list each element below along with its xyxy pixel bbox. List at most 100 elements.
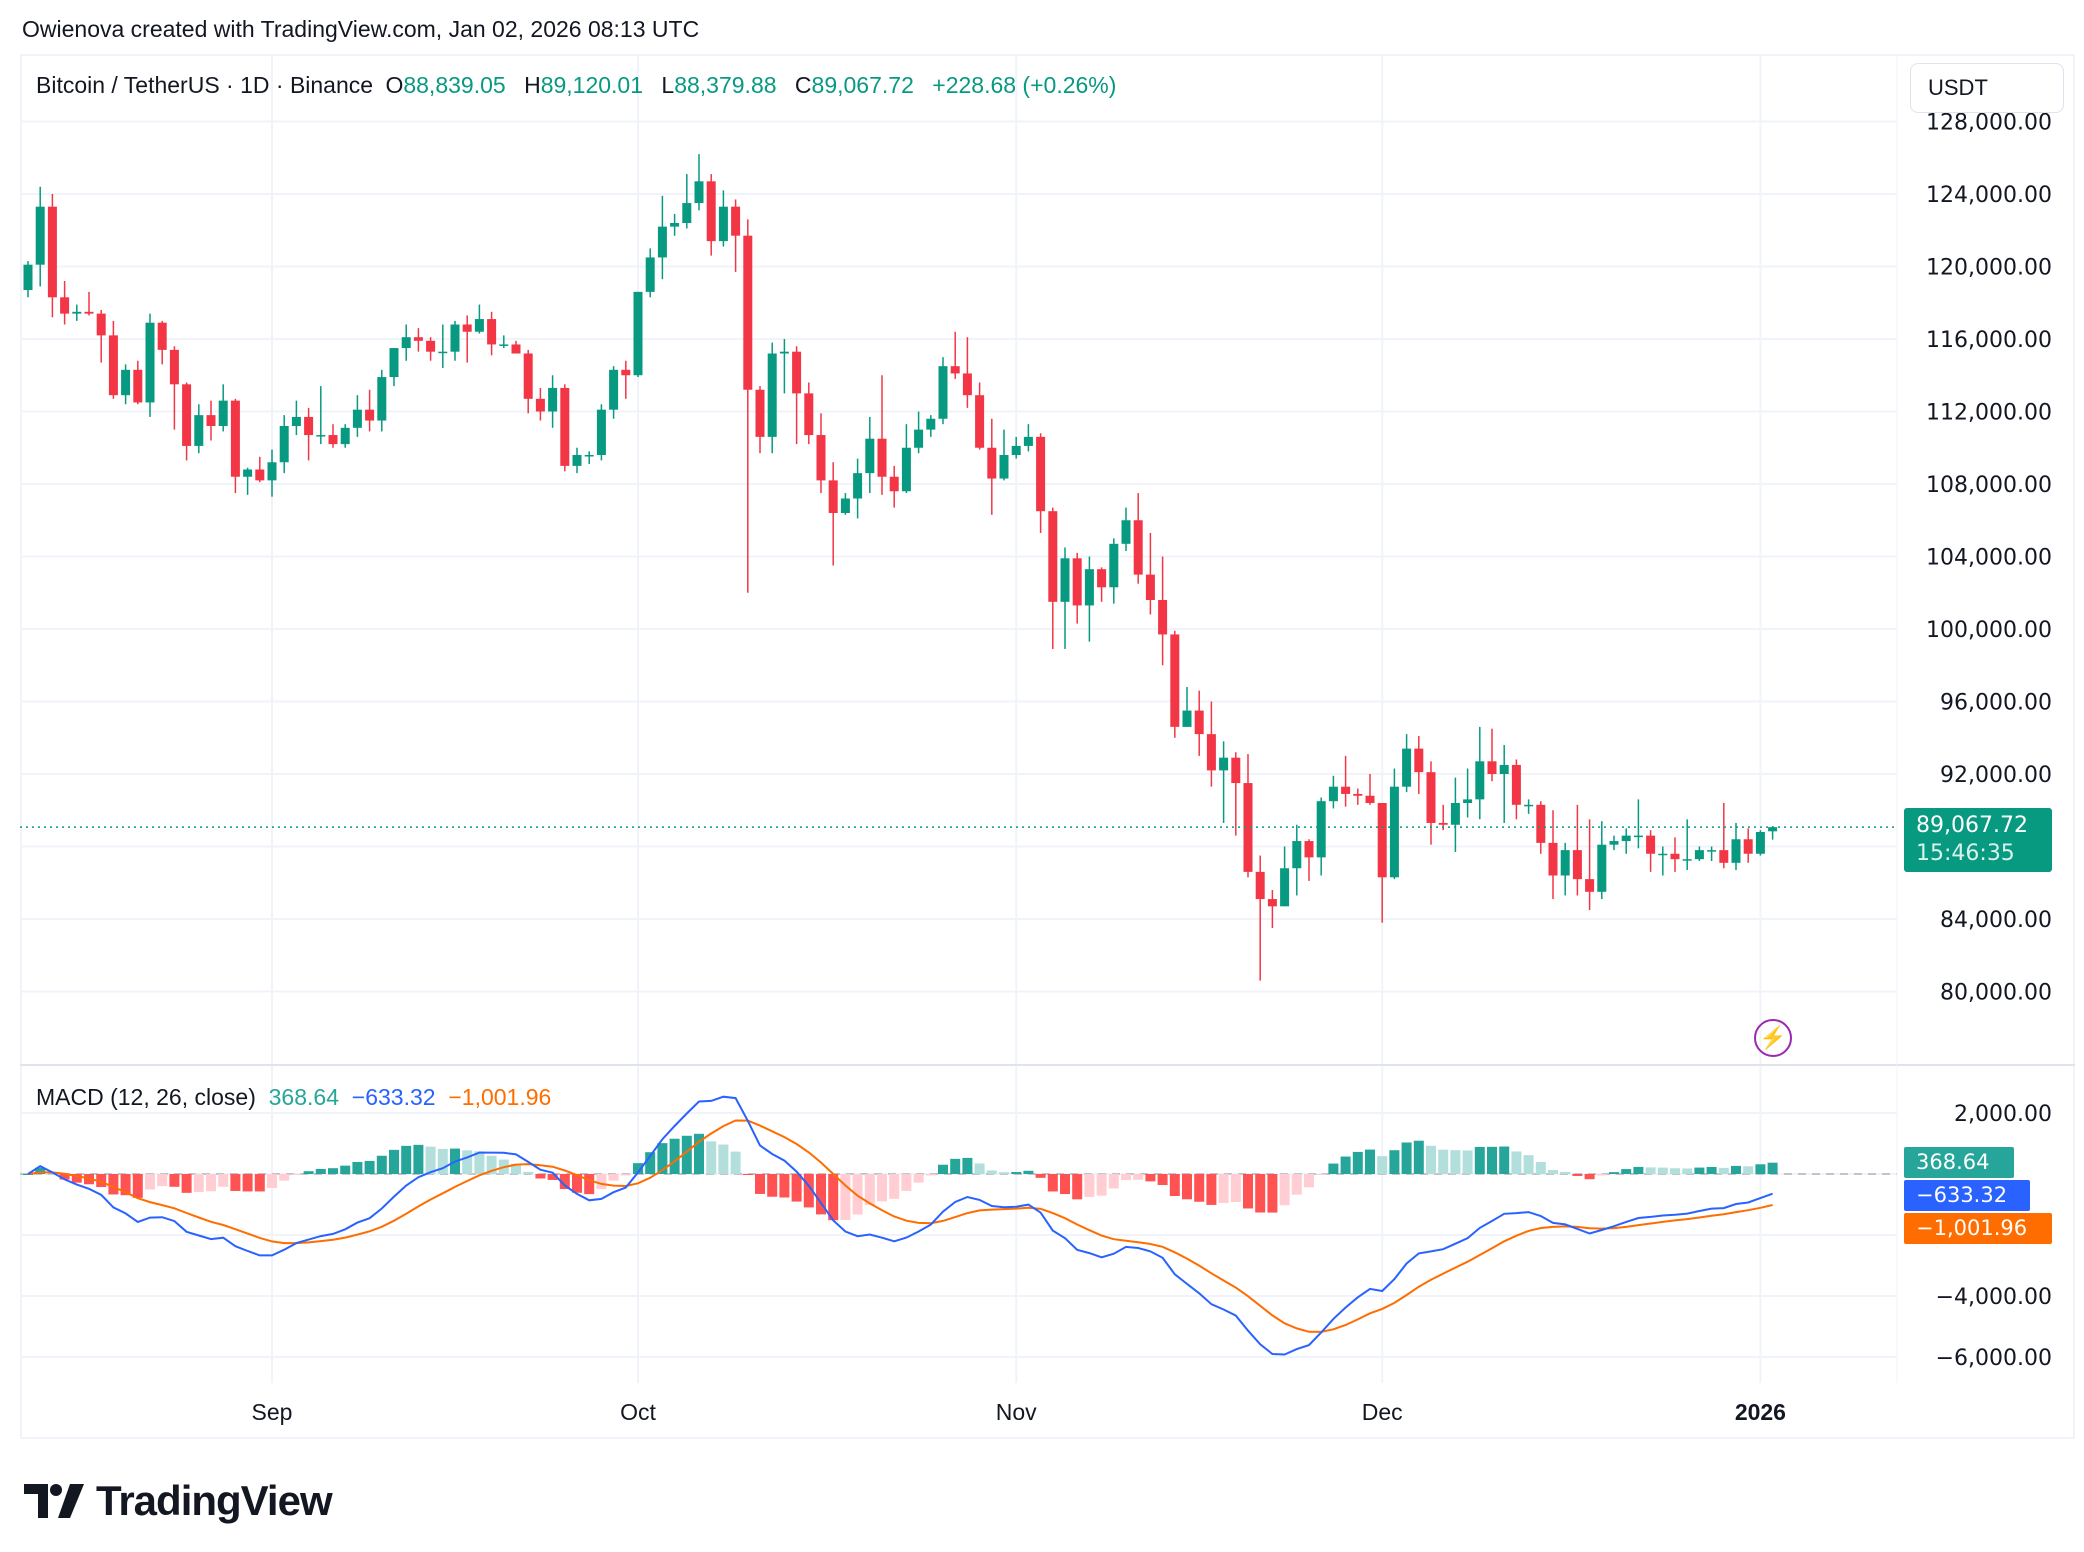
candle-body [1072, 558, 1082, 606]
macd-histogram-bar [132, 1174, 143, 1198]
candle [1377, 803, 1387, 923]
candle [255, 456, 265, 483]
candle [60, 281, 70, 325]
candle [1707, 846, 1717, 861]
candle [804, 382, 814, 445]
candle [926, 415, 936, 437]
grid [20, 54, 1897, 1383]
macd-histogram-bar [1670, 1168, 1680, 1174]
candle [169, 346, 179, 430]
macd-histogram-bar [279, 1174, 290, 1181]
macd-hist-axis-label: 368.64 [1904, 1147, 2014, 1178]
macd-histogram-bar [1572, 1174, 1583, 1176]
candle-body [413, 337, 423, 341]
candle-body [511, 344, 521, 354]
candle [1084, 556, 1094, 642]
macd-histogram-bar [1182, 1174, 1192, 1200]
candle-body [1475, 761, 1485, 800]
candle [572, 447, 582, 474]
macd-histogram-bar [1438, 1149, 1449, 1174]
macd-histogram-bar [1218, 1174, 1229, 1204]
candle [1353, 788, 1363, 805]
candle [1158, 556, 1168, 666]
macd-tick-label: −4,000.00 [1936, 1285, 2052, 1310]
candle [401, 324, 411, 361]
candle-body [694, 181, 704, 204]
candle-body [1560, 850, 1570, 876]
candle [206, 400, 216, 441]
candle-body [1670, 853, 1680, 860]
candle [474, 304, 484, 334]
candle-body [267, 462, 277, 481]
candle-body [438, 351, 448, 354]
macd-histogram-bar [1609, 1172, 1619, 1174]
tradingview-logo[interactable]: TradingView [24, 1477, 333, 1525]
candle-body [548, 387, 558, 412]
candle-body [230, 400, 240, 477]
candle [35, 186, 45, 287]
candle-body [975, 395, 985, 448]
currency-button[interactable]: USDT [1910, 63, 2064, 113]
candle [1304, 839, 1314, 881]
macd-signal-line [27, 1119, 1773, 1333]
macd-histogram-bar [547, 1174, 558, 1180]
candle-body [523, 353, 533, 399]
lightning-bolt-icon[interactable]: ⚡ [1754, 1019, 1792, 1057]
candle [779, 339, 789, 394]
candle [1206, 701, 1216, 787]
symbol-title[interactable]: Bitcoin / TetherUS · 1D · Binance [36, 72, 374, 98]
macd-histogram-bar [1755, 1164, 1766, 1174]
macd-tick-label: −6,000.00 [1936, 1346, 2052, 1371]
macd-histogram-bar [59, 1174, 70, 1180]
candle-body [96, 313, 106, 336]
candle-body [1597, 844, 1607, 892]
candle [938, 357, 948, 425]
candle-body [1170, 634, 1180, 727]
macd-histogram-bar [1243, 1174, 1253, 1209]
macd-line [27, 1095, 1773, 1356]
macd-histogram-bar [218, 1174, 229, 1187]
candle [670, 213, 680, 236]
candle [218, 384, 228, 432]
candle-body [377, 377, 387, 421]
macd-histogram-bar [1121, 1174, 1131, 1181]
candle [1011, 436, 1021, 459]
macd-histogram-bar [120, 1174, 131, 1196]
macd-histogram-bar [1389, 1150, 1400, 1174]
price-tick-label: 92,000.00 [1940, 763, 2052, 788]
candle [1633, 799, 1643, 849]
candle [1768, 826, 1778, 840]
candle [1097, 567, 1107, 602]
price-tick-label: 84,000.00 [1940, 908, 2052, 933]
candle-body [279, 426, 289, 463]
candle [304, 407, 314, 461]
macd-histogram-bar [962, 1157, 973, 1174]
candle-body [1243, 783, 1253, 872]
candle-body [474, 319, 484, 332]
candle-body [535, 398, 545, 412]
candle-body [1194, 710, 1204, 735]
candle [121, 364, 131, 405]
candle [316, 386, 326, 445]
macd-title[interactable]: MACD (12, 26, close) [36, 1084, 256, 1110]
macd-histogram-bar [950, 1158, 961, 1174]
macd-histogram-bar [755, 1174, 765, 1194]
candle [1499, 745, 1509, 823]
candle [194, 404, 204, 454]
candle [487, 311, 497, 356]
candle [1365, 774, 1375, 805]
candle [1426, 761, 1436, 845]
candle-body [1011, 445, 1021, 455]
candle [1243, 754, 1253, 878]
macd-histogram-bar [1230, 1174, 1241, 1203]
macd-signal-value: −1,001.96 [448, 1084, 552, 1110]
candle-body [1682, 859, 1692, 861]
candle [767, 342, 777, 454]
candle [755, 386, 765, 454]
price-tick-label: 96,000.00 [1940, 691, 2052, 716]
candle-body [194, 415, 204, 446]
candle [633, 291, 643, 378]
macd-histogram-bar [1657, 1167, 1668, 1174]
candle-body [999, 455, 1009, 479]
